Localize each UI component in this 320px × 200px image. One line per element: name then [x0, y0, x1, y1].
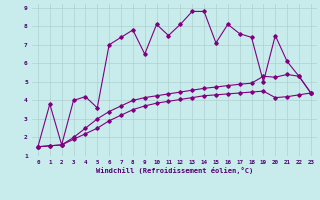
- X-axis label: Windchill (Refroidissement éolien,°C): Windchill (Refroidissement éolien,°C): [96, 167, 253, 174]
